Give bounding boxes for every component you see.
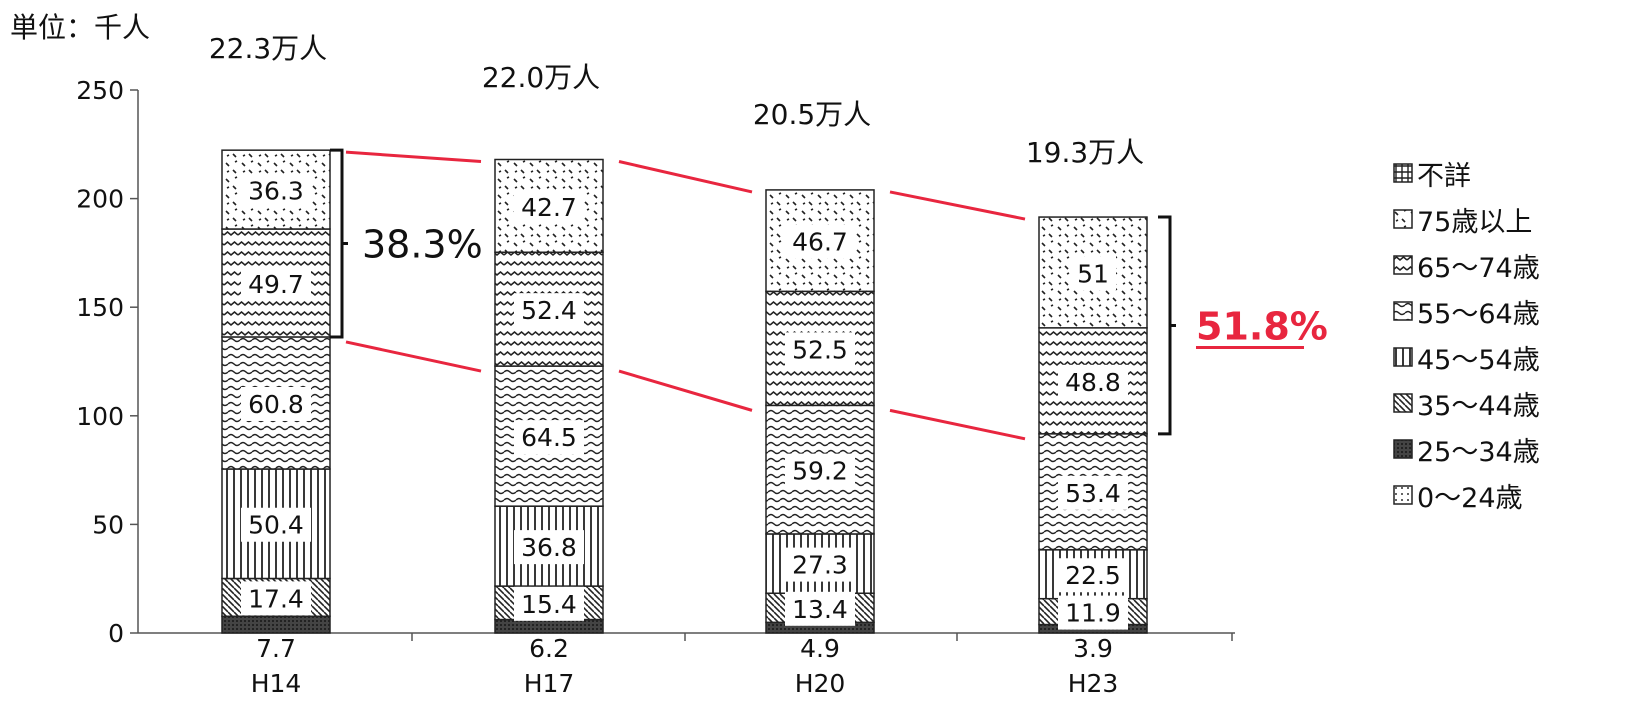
- trend-line-bottom: [618, 369, 753, 412]
- value-label-bg: [241, 266, 311, 301]
- legend-item: 25～34歳: [1393, 426, 1540, 472]
- unit-label: 単位：千人: [10, 11, 151, 44]
- value-label: 42.7: [521, 193, 577, 222]
- value-label-bg: [1058, 364, 1128, 399]
- legend-item: 45～54歳: [1393, 334, 1540, 380]
- value-label-bg: [514, 189, 584, 224]
- value-label: 49.7: [248, 270, 304, 299]
- value-label: 7.7: [256, 634, 296, 663]
- value-label-bg: [1070, 256, 1116, 291]
- value-label-bg: [514, 586, 584, 621]
- value-label-bg: [1058, 558, 1128, 593]
- value-label: 36.3: [248, 177, 304, 206]
- value-label-bg: [241, 173, 311, 208]
- value-label-bg: [785, 453, 855, 488]
- legend-label: 35～44歳: [1417, 390, 1540, 422]
- value-label-bg: [785, 547, 855, 582]
- value-label: 48.8: [1065, 368, 1121, 397]
- bar-segment-H14-1: [221, 615, 331, 634]
- legend-swatch: [1393, 255, 1413, 275]
- value-label: 11.9: [1065, 599, 1121, 628]
- x-tick-label: H23: [1068, 669, 1119, 698]
- total-label: 20.5万人: [753, 98, 871, 131]
- value-label: 27.3: [792, 551, 848, 580]
- y-tick-label: 250: [76, 76, 124, 105]
- value-label-bg: [785, 224, 855, 259]
- legend: 不詳 75歳以上 65～74歳 55～64歳 45～54歳 35～44歳 25～34歳 0～2…: [1393, 150, 1540, 518]
- share-label-first: 38.3%: [362, 223, 483, 267]
- value-label: 53.4: [1065, 479, 1121, 508]
- value-label-bg: [514, 293, 584, 328]
- bar-segment-H17-1: [494, 618, 604, 634]
- bracket-last: [1158, 215, 1176, 436]
- legend-swatch: [1393, 439, 1413, 459]
- legend-label: 65～74歳: [1417, 252, 1540, 284]
- value-label: 15.4: [521, 590, 577, 619]
- value-label: 50.4: [248, 511, 304, 540]
- y-tick-label: 0: [108, 619, 124, 648]
- value-label-bg: [785, 332, 855, 367]
- y-tick-label: 150: [76, 293, 124, 322]
- trend-line-top: [889, 190, 1026, 221]
- legend-label: 0～24歳: [1417, 482, 1523, 514]
- y-tick-label: 50: [92, 510, 124, 539]
- legend-item: 0～24歳: [1393, 472, 1540, 518]
- legend-swatch: [1393, 301, 1413, 321]
- legend-label: 55～64歳: [1417, 298, 1540, 330]
- value-label: 51: [1077, 259, 1109, 288]
- share-label-last: 51.8%: [1196, 304, 1328, 348]
- legend-label: 25～34歳: [1417, 436, 1540, 468]
- legend-item: 55～64歳: [1393, 288, 1540, 334]
- value-label-bg: [241, 386, 311, 421]
- value-label: 3.9: [1073, 634, 1113, 663]
- trend-line-top: [618, 160, 753, 194]
- legend-swatch: [1393, 209, 1413, 229]
- value-label: 60.8: [248, 390, 304, 419]
- value-label-bg: [1058, 595, 1128, 630]
- value-label-bg: [241, 507, 311, 542]
- value-label: 6.2: [529, 634, 569, 663]
- y-tick-label: 100: [76, 402, 124, 431]
- value-label: 52.5: [792, 335, 848, 364]
- legend-swatch: [1393, 485, 1413, 505]
- value-label: 64.5: [521, 423, 577, 452]
- trend-line-bottom: [889, 408, 1026, 441]
- value-label: 22.5: [1065, 561, 1121, 590]
- value-label-bg: [514, 420, 584, 455]
- value-label: 46.7: [792, 228, 848, 257]
- value-label-bg: [1058, 475, 1128, 510]
- legend-item: 75歳以上: [1393, 196, 1540, 242]
- value-label: 36.8: [521, 533, 577, 562]
- value-label: 13.4: [792, 595, 848, 624]
- bracket-first: [330, 148, 348, 339]
- value-label-bg: [241, 581, 311, 616]
- total-label: 19.3万人: [1026, 136, 1144, 169]
- value-label-bg: [785, 591, 855, 626]
- value-label: 52.4: [521, 296, 577, 325]
- legend-item: 不詳: [1393, 150, 1540, 196]
- legend-swatch: [1393, 163, 1413, 183]
- trend-line-bottom: [345, 340, 482, 373]
- legend-label: 75歳以上: [1417, 206, 1533, 238]
- trend-line-top: [345, 150, 482, 164]
- total-label: 22.0万人: [482, 61, 600, 94]
- x-tick-label: H17: [524, 669, 575, 698]
- legend-label: 不詳: [1417, 160, 1471, 192]
- legend-swatch: [1393, 347, 1413, 367]
- value-label-bg: [514, 530, 584, 565]
- total-label: 22.3万人: [209, 32, 327, 65]
- x-tick-label: H14: [251, 669, 302, 698]
- legend-item: 35～44歳: [1393, 380, 1540, 426]
- x-tick-label: H20: [795, 669, 846, 698]
- legend-label: 45～54歳: [1417, 344, 1540, 376]
- value-label: 4.9: [800, 634, 840, 663]
- y-tick-label: 200: [76, 185, 124, 214]
- legend-swatch: [1393, 393, 1413, 413]
- value-label: 59.2: [792, 457, 848, 486]
- legend-item: 65～74歳: [1393, 242, 1540, 288]
- value-label: 17.4: [248, 584, 304, 613]
